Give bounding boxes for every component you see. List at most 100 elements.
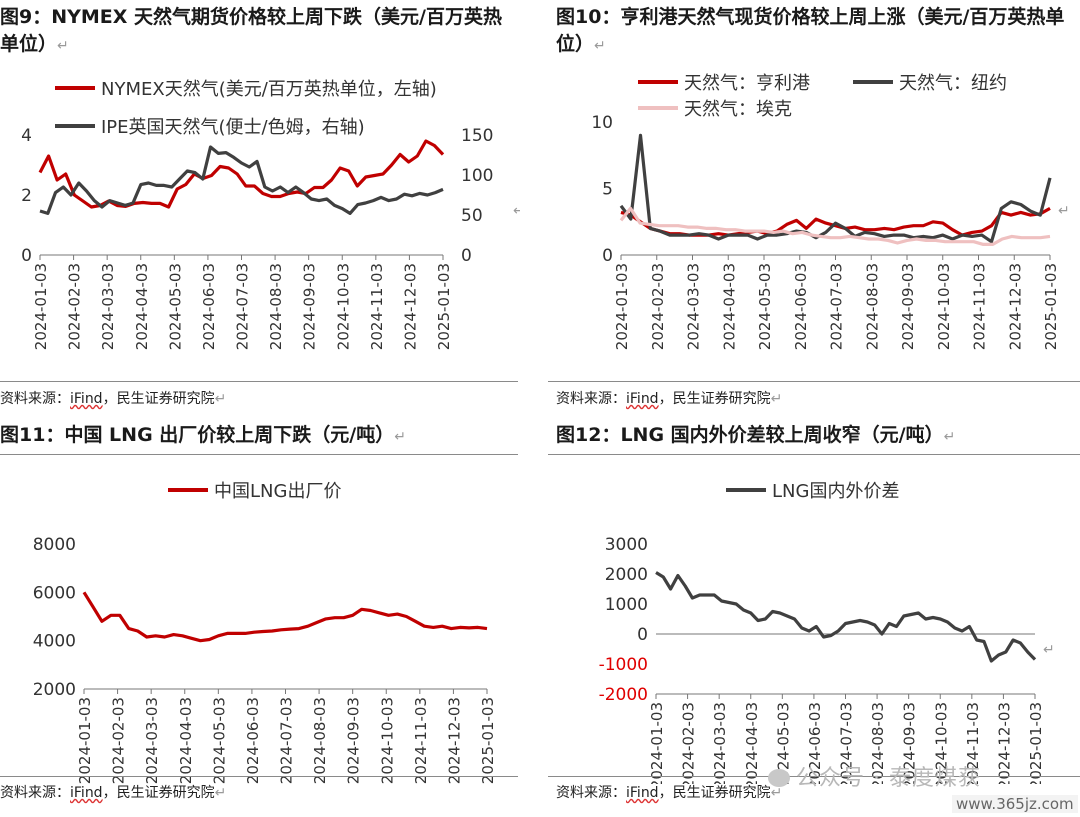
legend-label: IPE英国天然气(便士/色姆，右轴) [101, 117, 365, 138]
x-tick-label: 2024-04-03 [720, 263, 738, 350]
y-tick-label: 0 [21, 246, 32, 266]
source-note: 资料来源：iFind，民生证券研究院↵ [556, 391, 783, 407]
divider [0, 776, 518, 777]
y-tick-label: 3000 [605, 535, 648, 555]
x-tick-label: 2024-12-03 [445, 697, 463, 784]
divider [548, 381, 1080, 382]
x-tick-label: 2024-01-03 [613, 263, 631, 350]
x-tick-label: 2024-02-03 [680, 702, 698, 784]
paragraph-mark-icon: ↵ [594, 38, 606, 54]
x-tick-label: 2024-03-03 [99, 263, 117, 350]
x-tick-label: 2024-09-03 [899, 263, 917, 350]
x-tick-label: 2025-01-03 [479, 697, 497, 784]
y-tick-label: 2000 [605, 565, 648, 585]
paragraph-mark-icon: ↵ [1043, 642, 1055, 658]
x-tick-label: 2024-03-03 [711, 702, 729, 784]
x-tick-label: 2024-12-03 [401, 263, 419, 350]
x-tick-label: 2024-02-03 [649, 263, 667, 350]
panel-fig10: 图10：亨利港天然气现货价格较上周上涨（美元/百万英热单位）↵ 0 5 10 2024… [548, 0, 1080, 415]
source-note: 资料来源：iFind，民生证券研究院↵ [556, 785, 783, 801]
x-tick-label: 2024-08-03 [311, 697, 329, 784]
paragraph-mark-icon: ↵ [394, 429, 406, 445]
source-note: 资料来源：iFind，民生证券研究院↵ [0, 391, 227, 407]
x-tick-label: 2024-09-03 [345, 697, 363, 784]
x-tick-label: 2024-05-03 [166, 263, 184, 350]
y-tick-label: 2000 [33, 680, 76, 700]
series-line [655, 571, 1037, 663]
panel-fig12: 图12：LNG 国内外价差较上周收窄（元/吨）↵ -2000 -1000 0 1000… [548, 420, 1080, 817]
x-tick-label: 2024-03-03 [685, 263, 703, 350]
x-tick-label: 2024-07-03 [278, 697, 296, 784]
x-tick-label: 2024-09-03 [301, 263, 319, 350]
paragraph-mark-icon: ↵ [57, 38, 69, 54]
x-tick-label: 2025-01-03 [435, 263, 453, 350]
y-tick-label: 4 [21, 126, 32, 146]
x-tick-label: 2024-03-03 [143, 697, 161, 784]
y-tick-label: 0 [637, 625, 648, 645]
series-line [619, 206, 1051, 246]
x-tick-label: 2024-01-03 [648, 702, 666, 784]
x-tick-label: 2024-05-03 [774, 702, 792, 784]
x-tick-label: 2024-04-03 [133, 263, 151, 350]
legend-label: 天然气：纽约 [899, 73, 1007, 94]
x-tick-label: 2024-05-03 [210, 697, 228, 784]
x-tick-label: 2024-04-03 [177, 697, 195, 784]
chart-henry-hub: 0 5 10 2024-01-03 2024-02-03 2024-03-03 2024-0… [591, 73, 1070, 350]
panel-fig9: 图9：NYMEX 天然气期货价格较上周下跌（美元/百万英热单位）↵ 0 2 4 0 50… [0, 0, 520, 415]
legend-label: LNG国内外价差 [772, 481, 899, 502]
series-line [82, 591, 488, 643]
legend-label: NYMEX天然气(美元/百万英热单位，左轴) [101, 79, 437, 100]
y-tick-label: -2000 [599, 685, 648, 705]
x-tick-label: 2024-06-03 [244, 697, 262, 784]
chart-title: 图11：中国 LNG 出厂价较上周下跌（元/吨）↵ [0, 424, 406, 446]
x-tick-label: 2024-08-03 [863, 263, 881, 350]
y-tick-label: 10 [591, 113, 613, 133]
legend-label: 中国LNG出厂价 [214, 481, 341, 502]
x-tick-label: 2024-02-03 [110, 697, 128, 784]
y-tick-label: 2 [21, 186, 32, 206]
x-tick-label: 2024-07-03 [234, 263, 252, 350]
watermark: 公众号 · 泰度煤获 [768, 760, 981, 792]
y2-tick-label: 0 [461, 246, 472, 266]
x-tick-label: 2024-11-03 [412, 697, 430, 784]
x-tick-label: 2024-07-03 [828, 263, 846, 350]
x-tick-label: 2024-12-03 [1006, 263, 1024, 350]
chart-nymex-ipe: 0 2 4 0 50 100 150 2024-01-03 2024-02-03 2024-03-… [21, 79, 520, 350]
chart-title: 图10：亨利港天然气现货价格较上周上涨（美元/百万英热单位）↵ [556, 6, 1065, 55]
y-tick-label: -1000 [599, 655, 648, 675]
series-line [39, 145, 444, 215]
source-note: 资料来源：iFind，民生证券研究院↵ [0, 785, 227, 801]
legend-label: 天然气：埃克 [684, 99, 792, 120]
divider [0, 381, 518, 382]
chart-title: 图9：NYMEX 天然气期货价格较上周下跌（美元/百万英热单位）↵ [0, 6, 502, 55]
x-tick-label: 2024-01-03 [32, 263, 50, 350]
x-tick-label: 2025-01-03 [1027, 702, 1045, 784]
site-watermark: www.365jz.com [952, 795, 1078, 813]
x-tick-label: 2024-11-03 [368, 263, 386, 350]
paragraph-mark-icon: ↵ [513, 203, 520, 219]
y-tick-label: 1000 [605, 595, 648, 615]
x-tick-label: 2024-08-03 [869, 702, 887, 784]
x-tick-label: 2024-01-03 [76, 697, 94, 784]
y2-tick-label: 150 [461, 126, 493, 146]
y-tick-label: 8000 [33, 535, 76, 555]
y-tick-label: 0 [602, 246, 613, 266]
x-tick-label: 2025-01-03 [1042, 263, 1060, 350]
x-tick-label: 2024-06-03 [792, 263, 810, 350]
y-tick-label: 4000 [33, 632, 76, 652]
x-tick-label: 2024-10-03 [378, 697, 396, 784]
x-tick-label: 2024-10-03 [334, 263, 352, 350]
chart-china-lng: 2000 4000 6000 8000 2024-01-03 2024-02-03 2024… [33, 481, 497, 784]
x-tick-label: 2024-04-03 [743, 702, 761, 784]
chart-lng-spread: -2000 -1000 0 1000 2000 3000 2024-01-03 2024-02… [599, 481, 1055, 784]
divider [548, 454, 1080, 455]
chart-title: 图12：LNG 国内外价差较上周收窄（元/吨）↵ [556, 424, 956, 446]
x-tick-label: 2024-06-03 [806, 702, 824, 784]
x-tick-label: 2024-10-03 [932, 702, 950, 784]
x-tick-label: 2024-11-03 [971, 263, 989, 350]
y2-tick-label: 100 [461, 166, 493, 186]
x-tick-label: 2024-10-03 [935, 263, 953, 350]
panel-fig11: 图11：中国 LNG 出厂价较上周下跌（元/吨）↵ 2000 4000 6000 80… [0, 420, 520, 817]
paragraph-mark-icon: ↵ [1058, 203, 1070, 219]
x-tick-label: 2024-08-03 [267, 263, 285, 350]
